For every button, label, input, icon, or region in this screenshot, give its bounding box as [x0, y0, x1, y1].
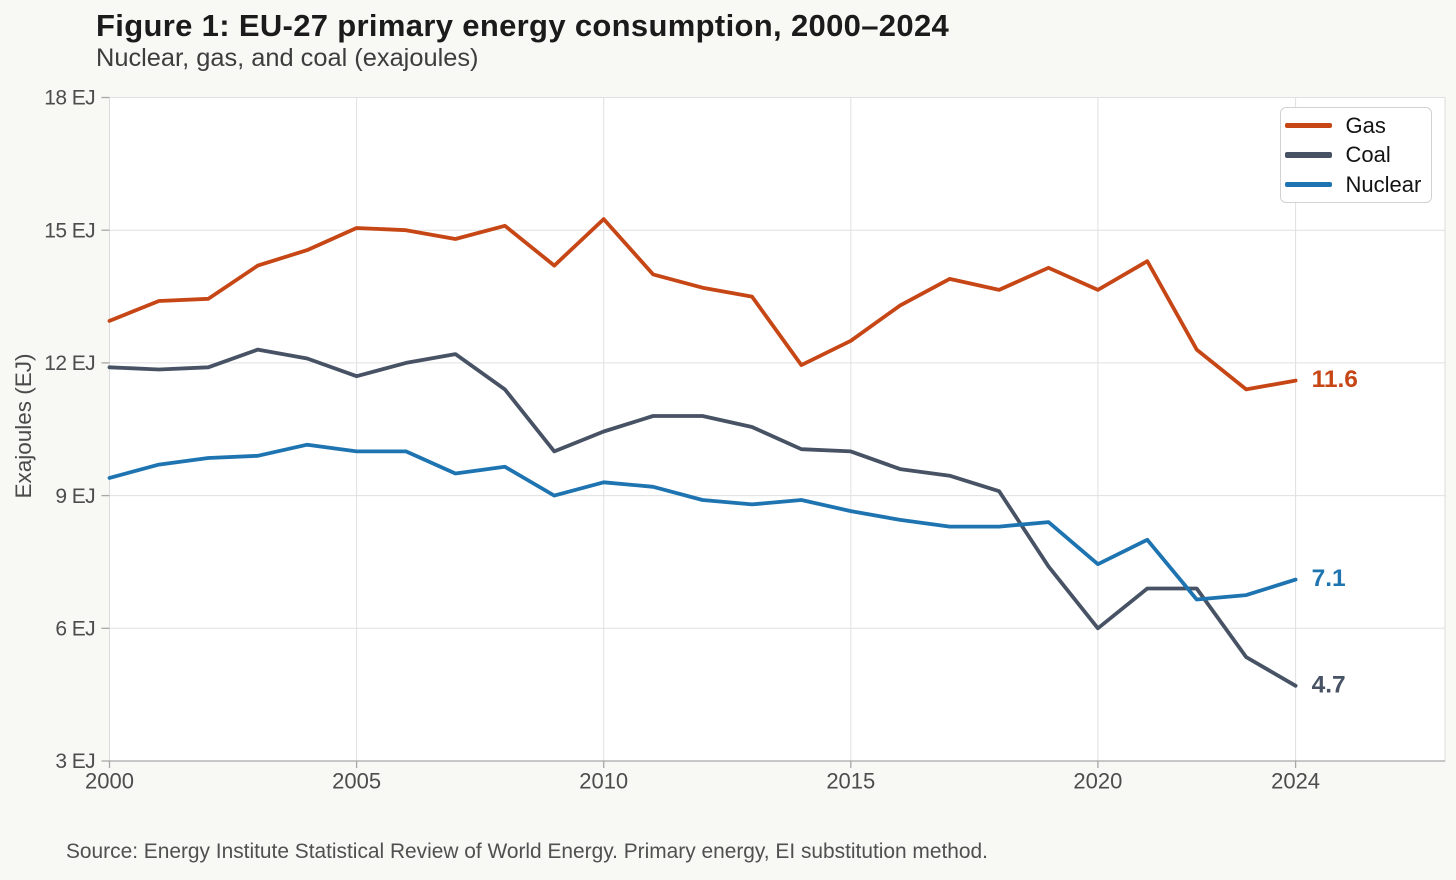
- x-tick-label: 2005: [332, 769, 381, 794]
- gas-line-swatch-icon: [1285, 122, 1332, 129]
- y-tick-label: 6 EJ: [55, 618, 95, 641]
- y-axis-title: Exajoules (EJ): [11, 353, 36, 499]
- legend-item-coal: Coal: [1285, 140, 1431, 170]
- nuclear-line-swatch-icon: [1285, 181, 1332, 188]
- end-label-gas: 11.6: [1312, 366, 1358, 393]
- x-tick-label: 2015: [826, 769, 875, 794]
- series-line-nuclear: [107, 442, 1298, 602]
- legend-item-gas: Gas: [1285, 111, 1431, 141]
- y-tick-label: 15 EJ: [44, 219, 95, 242]
- y-tick-label: 12 EJ: [44, 352, 95, 375]
- series-line-coal: [107, 347, 1298, 688]
- y-tick-label: 18 EJ: [44, 87, 95, 110]
- y-tick-label: 9 EJ: [55, 485, 95, 508]
- end-label-nuclear: 7.1: [1312, 565, 1346, 592]
- plot-area: [109, 97, 1446, 762]
- y-tick-label: 3 EJ: [55, 750, 95, 773]
- x-tick-label: 2020: [1073, 769, 1122, 794]
- legend-label-coal: Coal: [1345, 142, 1391, 167]
- page-title: Figure 1: EU-27 primary energy consumpti…: [96, 7, 950, 43]
- x-tick-label: 2010: [579, 769, 628, 794]
- legend: Gas Coal Nuclear: [1280, 107, 1432, 203]
- end-label-coal: 4.7: [1312, 671, 1346, 698]
- legend-label-nuclear: Nuclear: [1345, 171, 1422, 197]
- series-line-gas: [107, 217, 1298, 392]
- legend-item-nuclear: Nuclear: [1285, 170, 1431, 200]
- page-subtitle: Nuclear, gas, and coal (exajoules): [96, 44, 479, 72]
- coal-line-swatch-icon: [1285, 152, 1332, 158]
- source-note: Source: Energy Institute Statistical Rev…: [66, 840, 988, 863]
- legend-label-gas: Gas: [1345, 112, 1386, 138]
- x-tick-label: 2000: [85, 769, 134, 794]
- x-tick-label: 2024: [1271, 769, 1320, 794]
